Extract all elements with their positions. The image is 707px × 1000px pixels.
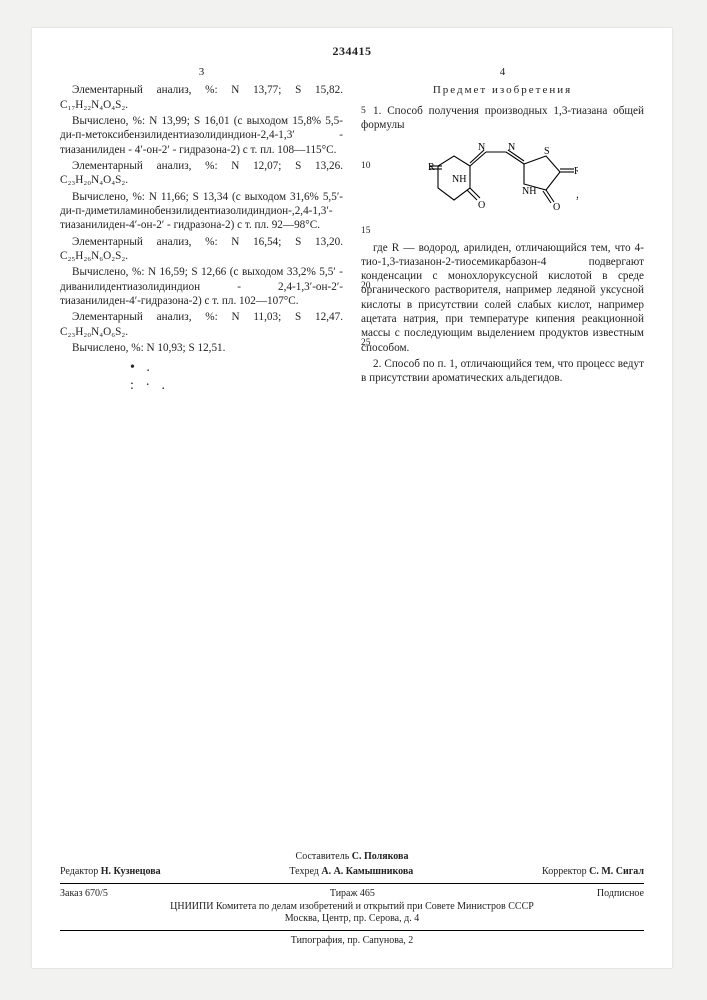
line-no-20: 20 bbox=[361, 280, 371, 292]
typo-line: Типография, пр. Сапунова, 2 bbox=[60, 935, 644, 948]
right-p2: где R — водород, арилиден, отличающийся … bbox=[361, 241, 644, 356]
line-no-25: 25 bbox=[361, 337, 371, 349]
corr-label: Корректор bbox=[542, 866, 587, 877]
left-p5: Элементарный анализ, %: N 16,54; S 13,20… bbox=[60, 235, 343, 264]
left-p8: Вычислено, %: N 10,93; S 12,51. bbox=[60, 341, 343, 355]
ellipsis-dots: • .: · . bbox=[130, 359, 343, 395]
editor-name: Н. Кузнецова bbox=[101, 866, 161, 877]
left-p6: Вычислено, %: N 16,59; S 12,66 (с выходо… bbox=[60, 265, 343, 308]
column-right: 4 5 10 15 20 25 Предмет изобретения 1. С… bbox=[361, 65, 644, 395]
chem-S: S bbox=[544, 146, 550, 157]
chem-O2: O bbox=[478, 200, 485, 211]
sign: Подписное bbox=[597, 888, 644, 901]
left-p7: Элементарный анализ, %: N 11,03; S 12,47… bbox=[60, 310, 343, 339]
col-left-num: 3 bbox=[60, 65, 343, 79]
compiler-label: Составитель bbox=[296, 851, 350, 862]
col-right-num: 4 bbox=[361, 65, 644, 79]
right-p1: 1. Способ получения производных 1,3-тиаз… bbox=[361, 104, 644, 133]
tech-name: А. А. Камышникова bbox=[321, 866, 413, 877]
left-p4: Вычислено, %: N 11,66; S 13,34 (с выходо… bbox=[60, 190, 343, 233]
line-no-10: 10 bbox=[361, 160, 371, 172]
chemical-structure: N N S R O NH R NH O , bbox=[361, 138, 644, 232]
order-no: Заказ 670/5 bbox=[60, 888, 108, 901]
chem-N2: N bbox=[508, 142, 515, 153]
tech-label: Техред bbox=[289, 866, 318, 877]
chem-N1: N bbox=[478, 142, 485, 153]
chem-NH2: NH bbox=[522, 186, 536, 197]
left-p1: Элементарный анализ, %: N 13,77; S 15,82… bbox=[60, 83, 343, 112]
patent-number: 234415 bbox=[60, 44, 644, 59]
tirazh: Тираж 465 bbox=[330, 888, 375, 901]
right-p3: 2. Способ по п. 1, отличающийся тем, что… bbox=[361, 357, 644, 386]
org-line: ЦНИИПИ Комитета по делам изобретений и о… bbox=[60, 901, 644, 914]
footer-rule-2 bbox=[60, 930, 644, 931]
chem-R2: R bbox=[574, 166, 578, 177]
line-no-15: 15 bbox=[361, 225, 371, 237]
column-left: 3 Элементарный анализ, %: N 13,77; S 15,… bbox=[60, 65, 343, 395]
addr-line: Москва, Центр, пр. Серова, д. 4 bbox=[60, 913, 644, 926]
chem-R1: R bbox=[428, 162, 435, 173]
svg-text:,: , bbox=[576, 187, 578, 202]
footer-block: Составитель С. Полякова Редактор Н. Кузн… bbox=[60, 851, 644, 948]
compiler-name: С. Полякова bbox=[352, 851, 409, 862]
corr-name: С. М. Сигал bbox=[589, 866, 644, 877]
chem-NH: NH bbox=[452, 174, 466, 185]
subject-heading: Предмет изобретения bbox=[361, 83, 644, 97]
left-p3: Элементарный анализ, %: N 12,07; S 13,26… bbox=[60, 159, 343, 188]
chem-O1: O bbox=[553, 202, 560, 213]
footer-rule bbox=[60, 883, 644, 884]
line-no-5: 5 bbox=[361, 105, 366, 117]
left-p2: Вычислено, %: N 13,99; S 16,01 (с выходо… bbox=[60, 114, 343, 157]
editor-label: Редактор bbox=[60, 866, 98, 877]
